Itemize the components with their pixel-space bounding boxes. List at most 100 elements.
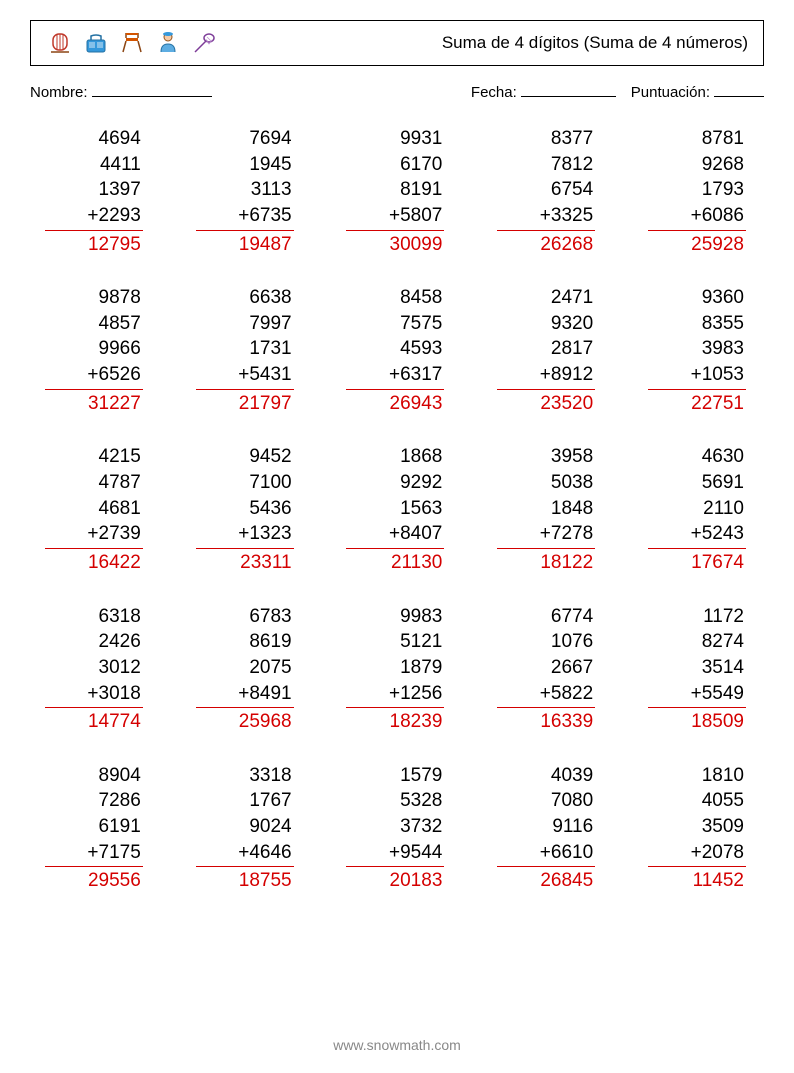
addend: 5243 [702, 521, 744, 547]
answer-divider [648, 389, 746, 390]
addend: 2426 [30, 629, 161, 655]
date-label: Fecha: [471, 84, 517, 101]
plus-sign: + [389, 521, 400, 547]
answer: 26845 [482, 868, 613, 894]
addend: 6735 [249, 203, 291, 229]
addend: 8355 [633, 311, 764, 337]
addend: 5549 [702, 681, 744, 707]
addend: 8781 [633, 126, 764, 152]
answer-divider [648, 230, 746, 231]
problem: 463056912110+524317674 [633, 444, 764, 575]
addend: 9966 [30, 336, 161, 362]
addend: 4215 [30, 444, 161, 470]
answer: 25928 [633, 232, 764, 258]
addend: 9116 [482, 814, 613, 840]
plus-sign: + [540, 681, 551, 707]
answer-divider [648, 548, 746, 549]
last-addend-line: +1053 [633, 362, 764, 388]
addend: 6638 [181, 285, 312, 311]
addend: 5121 [332, 629, 463, 655]
plus-sign: + [540, 362, 551, 388]
answer: 30099 [332, 232, 463, 258]
header-icons [46, 29, 218, 57]
addend: 9544 [400, 840, 442, 866]
last-addend-line: +7175 [30, 840, 161, 866]
problem: 157953283732+954420183 [332, 763, 463, 894]
last-addend-line: +2739 [30, 521, 161, 547]
addend: 1579 [332, 763, 463, 789]
problem: 678386192075+849125968 [181, 604, 312, 735]
addend: 8491 [249, 681, 291, 707]
answer: 26268 [482, 232, 613, 258]
addend: 9931 [332, 126, 463, 152]
person-icon [154, 29, 182, 57]
addend: 8274 [633, 629, 764, 655]
problem: 878192681793+608625928 [633, 126, 764, 257]
addend: 5436 [181, 496, 312, 522]
answer-divider [196, 548, 294, 549]
sled-icon [46, 29, 74, 57]
date-underline [521, 96, 616, 97]
addend: 2110 [633, 496, 764, 522]
plus-sign: + [87, 521, 98, 547]
answer: 19487 [181, 232, 312, 258]
problems-grid: 469444111397+229312795769419453113+67351… [30, 126, 764, 894]
answer-divider [196, 707, 294, 708]
last-addend-line: +7278 [482, 521, 613, 547]
addend: 8377 [482, 126, 613, 152]
plus-sign: + [389, 840, 400, 866]
score-underline [714, 96, 764, 97]
addend: 5328 [332, 788, 463, 814]
addend: 4630 [633, 444, 764, 470]
answer: 18509 [633, 709, 764, 735]
addend: 4039 [482, 763, 613, 789]
answer: 18122 [482, 550, 613, 576]
answer-divider [497, 230, 595, 231]
problem: 663879971731+543121797 [181, 285, 312, 416]
last-addend-line: +4646 [181, 840, 312, 866]
plus-sign: + [238, 362, 249, 388]
answer-divider [648, 707, 746, 708]
addend: 1810 [633, 763, 764, 789]
addend: 4857 [30, 311, 161, 337]
addend: 1731 [181, 336, 312, 362]
addend: 1945 [181, 152, 312, 178]
last-addend-line: +3325 [482, 203, 613, 229]
answer: 14774 [30, 709, 161, 735]
addend: 6086 [702, 203, 744, 229]
addend: 9360 [633, 285, 764, 311]
addend: 7997 [181, 311, 312, 337]
addend: 5807 [400, 203, 442, 229]
answer-divider [45, 230, 143, 231]
problem: 247193202817+891223520 [482, 285, 613, 416]
addend: 6318 [30, 604, 161, 630]
plus-sign: + [238, 521, 249, 547]
addend: 9878 [30, 285, 161, 311]
last-addend-line: +6086 [633, 203, 764, 229]
addend: 4787 [30, 470, 161, 496]
last-addend-line: +6317 [332, 362, 463, 388]
addend: 3732 [332, 814, 463, 840]
addend: 4646 [249, 840, 291, 866]
answer-divider [45, 389, 143, 390]
answer: 26943 [332, 391, 463, 417]
plus-sign: + [540, 521, 551, 547]
problem: 181040553509+207811452 [633, 763, 764, 894]
problem: 890472866191+717529556 [30, 763, 161, 894]
last-addend-line: +5807 [332, 203, 463, 229]
problem: 631824263012+301814774 [30, 604, 161, 735]
answer-divider [196, 230, 294, 231]
answer-divider [196, 389, 294, 390]
answer: 22751 [633, 391, 764, 417]
addend: 7812 [482, 152, 613, 178]
addend: 2075 [181, 655, 312, 681]
name-label: Nombre: [30, 84, 88, 101]
addend: 5691 [633, 470, 764, 496]
problem: 993161708191+580730099 [332, 126, 463, 257]
addend: 8912 [551, 362, 593, 388]
problem: 186892921563+840721130 [332, 444, 463, 575]
answer: 31227 [30, 391, 161, 417]
addend: 6170 [332, 152, 463, 178]
last-addend-line: +1323 [181, 521, 312, 547]
last-addend-line: +6610 [482, 840, 613, 866]
